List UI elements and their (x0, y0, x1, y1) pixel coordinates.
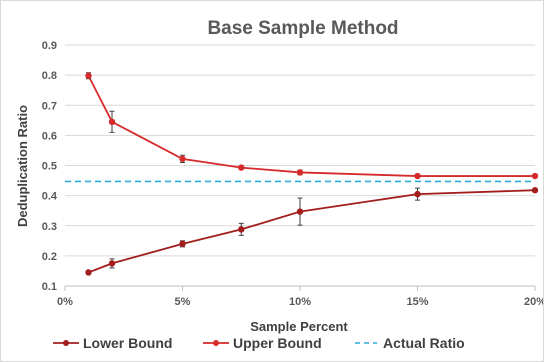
legend-marker (63, 340, 69, 346)
y-axis-title: Deduplication Ratio (15, 105, 30, 227)
y-tick-label: 0.2 (42, 251, 57, 263)
data-point (531, 172, 539, 180)
y-tick-label: 0.9 (42, 40, 57, 52)
chart-title: Base Sample Method (207, 18, 398, 39)
data-point (296, 169, 304, 176)
legend-item: Lower Bound (53, 335, 172, 351)
y-tick-label: 0.6 (42, 130, 57, 142)
y-tick-label: 0.5 (42, 161, 57, 173)
data-point (238, 164, 245, 171)
data-point (238, 226, 245, 233)
y-tick-label: 0.8 (42, 70, 57, 82)
series-upper-bound (85, 72, 539, 180)
series-line (87, 75, 535, 177)
x-tick-label: 15% (406, 296, 428, 308)
x-tick-label: 0% (57, 296, 73, 308)
data-point (108, 260, 116, 267)
y-tick-label: 0.7 (42, 100, 57, 112)
legend-item: Upper Bound (203, 335, 322, 351)
x-tick-label: 20% (524, 296, 543, 308)
legend-label: Upper Bound (233, 335, 322, 351)
data-point (85, 269, 92, 276)
legend-marker (213, 340, 219, 346)
series-lower-bound (85, 187, 539, 276)
legend-label: Lower Bound (83, 335, 172, 351)
data-point (296, 208, 304, 215)
legend: Lower Bound Upper Bound Actual Ratio (53, 335, 465, 351)
series-line (88, 189, 536, 274)
data-point (414, 172, 421, 180)
y-tick-label: 0.3 (42, 221, 57, 233)
data-point (531, 187, 539, 194)
data-point (414, 190, 421, 198)
data-point (179, 240, 186, 248)
axis-layer: 0.1 0.2 0.3 0.4 0.5 0.6 0.7 0.8 0.9 0% 5% 10% 15% 20% (42, 40, 543, 308)
x-tick-label: 5% (175, 296, 191, 308)
series-layer (65, 72, 539, 276)
x-axis-title: Sample Percent (250, 319, 348, 334)
y-tick-label: 0.4 (42, 191, 58, 203)
grid-layer (65, 44, 535, 257)
legend-item: Actual Ratio (355, 335, 465, 351)
data-point (108, 118, 116, 126)
legend-label: Actual Ratio (383, 335, 465, 351)
x-tick-label: 10% (289, 296, 311, 308)
data-point (179, 155, 186, 163)
y-tick-label: 0.1 (42, 281, 57, 293)
data-point (85, 72, 92, 79)
